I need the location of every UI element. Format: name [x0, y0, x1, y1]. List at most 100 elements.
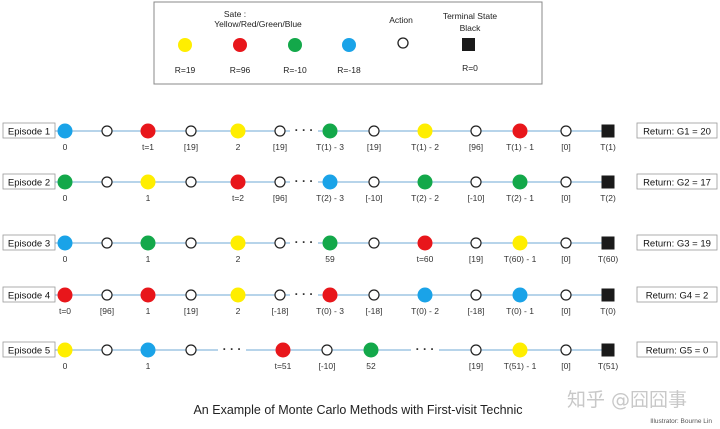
return-value: Return: G3 = 19 [643, 238, 711, 249]
action-node [185, 344, 197, 356]
blue-state-node [417, 287, 433, 303]
legend-terminal-title: Terminal State [443, 11, 498, 21]
return-box [636, 286, 718, 303]
red-state-node [57, 287, 73, 303]
action-node [185, 237, 197, 249]
ellipsis: · · · [295, 174, 314, 188]
node-label: 59 [325, 254, 335, 264]
node-label: [-18] [271, 306, 288, 316]
action-node [101, 344, 113, 356]
return-value: Return: G2 = 17 [643, 177, 711, 188]
action-node [101, 125, 113, 137]
ellipsis: · · · [295, 235, 314, 249]
legend: Sate : Yellow/Red/Green/Blue Action Term… [153, 1, 543, 85]
node-label: t=60 [417, 254, 434, 264]
node-label: 1 [146, 193, 151, 203]
red-state-node [417, 235, 433, 251]
blue-state-node [512, 287, 528, 303]
action-node [470, 125, 482, 137]
red-state-node [512, 123, 528, 139]
node-label: [96] [469, 142, 483, 152]
node-label: T(60) [598, 254, 618, 264]
ellipsis: · · · [416, 342, 435, 356]
legend-red-state-icon [233, 38, 247, 52]
node-label: T(2) - 1 [506, 193, 534, 203]
node-label: t=51 [275, 361, 292, 371]
return-value: Return: G1 = 20 [643, 126, 711, 137]
ellipsis-gap [290, 290, 318, 300]
ellipsis-gap [218, 345, 246, 355]
legend-reward-yellow: R=19 [175, 65, 196, 75]
legend-blue-state-icon [342, 38, 356, 52]
node-label: 0 [63, 193, 68, 203]
node-label: [-10] [365, 193, 382, 203]
action-node [274, 176, 286, 188]
action-node [560, 125, 572, 137]
node-label: T(1) - 3 [316, 142, 344, 152]
node-label: 1 [146, 306, 151, 316]
node-label: T(1) - 2 [411, 142, 439, 152]
ellipsis-gap [290, 126, 318, 136]
episode-label: Episode 2 [8, 177, 50, 188]
legend-state-title: Sate : [224, 9, 246, 19]
node-label: T(0) [600, 306, 616, 316]
episode-label-box [2, 234, 56, 251]
node-label: 2 [236, 142, 241, 152]
episode-5: Episode 5 Return: G5 = 0 0 1 · · · t=51 [-10] 5… [2, 341, 718, 371]
return-value: Return: G4 = 2 [646, 290, 709, 301]
action-node [470, 344, 482, 356]
green-state-node [57, 174, 73, 190]
red-state-node [140, 287, 156, 303]
node-label: [0] [561, 193, 570, 203]
green-state-node [322, 235, 338, 251]
caption: An Example of Monte Carlo Methods with F… [193, 403, 522, 417]
legend-reward-blue: R=-18 [337, 65, 361, 75]
node-label: T(0) - 2 [411, 306, 439, 316]
node-label: [19] [273, 142, 287, 152]
action-node [368, 289, 380, 301]
terminal-state-node [601, 175, 615, 189]
action-node [185, 176, 197, 188]
green-state-node [140, 235, 156, 251]
action-node [560, 237, 572, 249]
action-node [560, 289, 572, 301]
return-value: Return: G5 = 0 [646, 345, 709, 356]
action-node [101, 237, 113, 249]
legend-reward-red: R=96 [230, 65, 251, 75]
green-state-node [363, 342, 379, 358]
action-node [185, 289, 197, 301]
node-label: [19] [469, 361, 483, 371]
node-label: [0] [561, 142, 570, 152]
episode-label-box [2, 286, 56, 303]
blue-state-node [322, 174, 338, 190]
node-label: 0 [63, 361, 68, 371]
red-state-node [322, 287, 338, 303]
node-label: 52 [366, 361, 376, 371]
action-node [274, 289, 286, 301]
ellipsis: · · · [223, 342, 242, 356]
node-label: T(2) - 3 [316, 193, 344, 203]
node-label: T(0) - 1 [506, 306, 534, 316]
node-label: T(1) [600, 142, 616, 152]
action-node [368, 176, 380, 188]
yellow-state-node [57, 342, 73, 358]
action-node [470, 289, 482, 301]
ellipsis: · · · [295, 287, 314, 301]
ellipsis-gap [411, 345, 439, 355]
action-node [470, 237, 482, 249]
node-label: T(60) - 1 [504, 254, 537, 264]
node-label: t=2 [232, 193, 244, 203]
legend-terminal-subtitle: Black [460, 23, 482, 33]
green-state-node [322, 123, 338, 139]
terminal-state-node [601, 236, 615, 250]
node-label: T(51) - 1 [504, 361, 537, 371]
node-label: [0] [561, 306, 570, 316]
node-label: T(2) - 2 [411, 193, 439, 203]
action-node [101, 176, 113, 188]
episode-label: Episode 1 [8, 126, 50, 137]
node-label: 1 [146, 361, 151, 371]
action-node [368, 125, 380, 137]
yellow-state-node [230, 287, 246, 303]
episode-label: Episode 4 [8, 290, 50, 301]
